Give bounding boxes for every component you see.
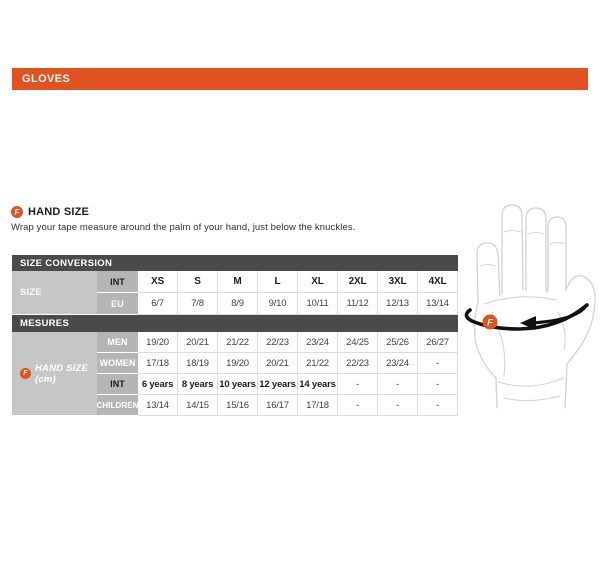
table-cell: L	[258, 271, 298, 293]
table-cell: -	[418, 353, 458, 374]
row-label-int-years: INT	[97, 374, 138, 395]
table-cell: 11/12	[338, 293, 378, 315]
hand-size-description: Wrap your tape measure around the palm o…	[11, 222, 356, 233]
table-cell: 12/13	[378, 293, 418, 315]
table-cell: M	[218, 271, 258, 293]
size-conversion-table: SIZE CONVERSION SIZE INT XS S M L XL 2XL…	[12, 255, 458, 416]
table-cell: S	[178, 271, 218, 293]
table-cell: 19/20	[218, 353, 258, 374]
hand-size-group-cell: F HAND SIZE (cm)	[12, 332, 97, 416]
table-cell: 4XL	[418, 271, 458, 293]
table-cell: 16/17	[258, 395, 298, 416]
table-cell: 25/26	[378, 332, 418, 353]
table-cell: 8 years	[178, 374, 218, 395]
hand-size-marker-icon: F	[11, 206, 23, 218]
gloves-section-header: GLOVES	[12, 68, 588, 90]
table-cell: -	[338, 395, 378, 416]
table-cell: 10/11	[298, 293, 338, 315]
svg-text:F: F	[487, 318, 493, 328]
table-cell: 26/27	[418, 332, 458, 353]
table-cell: 21/22	[298, 353, 338, 374]
table-cell: -	[418, 374, 458, 395]
row-label-women: WOMEN	[97, 353, 138, 374]
table-cell: 17/18	[138, 353, 178, 374]
table-cell: 21/22	[218, 332, 258, 353]
table-cell: 15/16	[218, 395, 258, 416]
table-cell: 10 years	[218, 374, 258, 395]
table-cell: XS	[138, 271, 178, 293]
table-cell: 20/21	[258, 353, 298, 374]
table-cell: 6 years	[138, 374, 178, 395]
hand-size-marker-icon: F	[482, 314, 498, 330]
table-cell: 19/20	[138, 332, 178, 353]
table-cell: 13/14	[138, 395, 178, 416]
table-cell: 8/9	[218, 293, 258, 315]
size-group-cell: SIZE	[12, 271, 97, 315]
table-cell: 17/18	[298, 395, 338, 416]
hand-size-group-label: HAND SIZE (cm)	[35, 362, 88, 385]
table-cell: 6/7	[138, 293, 178, 315]
table-cell: 13/14	[418, 293, 458, 315]
table-cell: 24/25	[338, 332, 378, 353]
row-label-children: CHILDREN	[96, 395, 138, 416]
table-cell: 2XL	[338, 271, 378, 293]
table-cell: 23/24	[298, 332, 338, 353]
table-cell: 7/8	[178, 293, 218, 315]
table-cell: 18/19	[178, 353, 218, 374]
hand-illustration: F	[460, 194, 600, 410]
table-cell: -	[378, 395, 418, 416]
row-label-int: INT	[97, 271, 138, 293]
mesures-bar: MESURES	[12, 315, 458, 332]
table-cell: 3XL	[378, 271, 418, 293]
table-cell: 9/10	[258, 293, 298, 315]
table-cell: -	[418, 395, 458, 416]
size-conversion-bar: SIZE CONVERSION	[12, 255, 458, 271]
table-cell: 20/21	[178, 332, 218, 353]
hand-size-heading-label: HAND SIZE	[28, 206, 90, 218]
hand-size-marker-icon: F	[20, 368, 31, 379]
table-cell: XL	[298, 271, 338, 293]
tape-measure-arrow	[464, 303, 589, 331]
table-cell: 14 years	[298, 374, 338, 395]
table-cell: 23/24	[378, 353, 418, 374]
hand-outline	[473, 204, 596, 409]
row-label-men: MEN	[97, 332, 138, 353]
table-cell: 14/15	[178, 395, 218, 416]
row-label-eu: EU	[97, 293, 138, 315]
table-cell: 22/23	[338, 353, 378, 374]
table-cell: 22/23	[258, 332, 298, 353]
hand-size-heading: F HAND SIZE	[11, 206, 89, 218]
table-cell: 12 years	[258, 374, 298, 395]
table-cell: -	[338, 374, 378, 395]
table-cell: -	[378, 374, 418, 395]
